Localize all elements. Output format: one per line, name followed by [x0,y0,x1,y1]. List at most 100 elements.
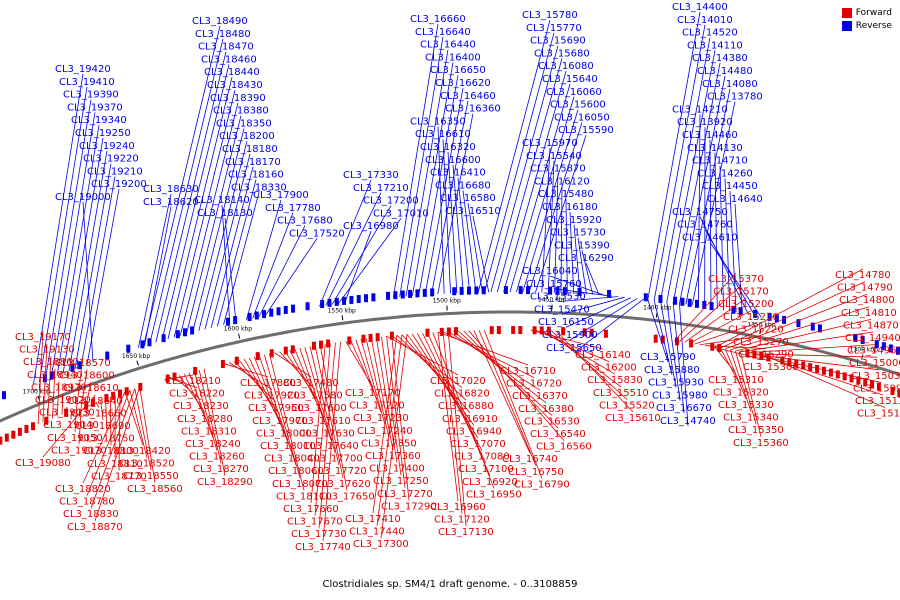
reverse-gene-glyph [342,296,347,305]
forward-leader-line [760,355,882,383]
forward-leader-line [78,407,82,445]
forward-gene-label: CL3_18550 [123,471,179,482]
forward-gene-glyph [689,339,694,348]
forward-gene-label: CL3_15350 [728,425,784,436]
reverse-gene-label: CL3_13780 [707,92,763,103]
reverse-gene-glyph [140,340,145,349]
forward-gene-label: CL3_17610 [295,416,351,427]
reverse-gene-label: CL3_17330 [343,170,399,181]
reverse-leader-line [149,38,224,345]
reverse-gene-glyph [262,310,267,319]
reverse-leader-line [442,139,451,294]
reverse-gene-glyph [503,286,508,295]
forward-leader-line [442,331,463,514]
reverse-leader-line [161,64,230,341]
forward-leader-line [381,336,402,476]
reverse-gene-glyph [481,286,486,295]
forward-gene-glyph [319,340,324,349]
reverse-gene-label: CL3_19390 [63,90,119,101]
forward-gene-label: CL3_17290 [381,501,437,512]
reverse-leader-line [585,263,600,296]
forward-leader-line [360,338,386,425]
forward-gene-label: CL3_18690 [75,421,131,432]
forward-gene-label: CL3_16540 [530,429,586,440]
kbp-label: 1300 kbp [850,347,878,354]
reverse-leader-line [509,83,571,293]
forward-gene-label: CL3_15000 [849,358,900,369]
reverse-gene-label: CL3_14640 [707,194,763,205]
forward-gene-label: CL3_18660 [71,408,127,419]
forward-gene-label: CL3_18810 [87,459,143,470]
forward-gene-glyph [539,326,544,335]
forward-gene-label: CL3_17480 [283,378,339,389]
legend-reverse-swatch [841,21,852,31]
reverse-gene-label: CL3_15690 [530,36,586,47]
reverse-gene-label: CL3_17210 [353,183,409,194]
reverse-gene-label: CL3_17680 [277,216,333,227]
reverse-leader-line [62,137,104,374]
reverse-gene-label: CL3_16040 [522,266,578,277]
reverse-gene-glyph [320,299,325,308]
forward-gene-label: CL3_18600 [59,371,115,382]
reverse-leader-line [155,51,227,343]
reverse-gene-label: CL3_15930 [648,378,704,389]
forward-gene-label: CL3_14780 [835,270,891,281]
forward-gene-label: CL3_18210 [165,376,221,387]
reverse-gene-label: CL3_15680 [534,48,590,59]
forward-gene-label: CL3_18260 [189,452,245,463]
reverse-gene-label: CL3_15730 [550,228,606,239]
forward-leader-line [100,400,104,421]
reverse-gene-label: CL3_19370 [67,102,123,113]
forward-leader-line [95,401,100,408]
reverse-leader-line [192,128,245,333]
kbp-tick [759,329,762,335]
reverse-leader-line [405,49,449,297]
forward-gene-label: CL3_18010 [260,441,316,452]
forward-gene-glyph [489,326,494,335]
forward-leader-line [42,405,87,458]
reverse-gene-label: CL3_16580 [440,193,496,204]
forward-gene-label: CL3_17700 [307,454,363,465]
reverse-gene-glyph [105,351,110,360]
reverse-leader-line [258,225,306,318]
reverse-leader-line [653,300,673,375]
reverse-leader-line [68,150,108,372]
reverse-gene-label: CL3_15770 [526,23,582,34]
reverse-gene-glyph [796,319,801,328]
reverse-leader-line [38,86,88,383]
reverse-gene-label: CL3_16650 [430,65,486,76]
forward-gene-label: CL3_19040 [43,420,99,431]
reverse-leader-line [338,218,402,304]
forward-gene-label: CL3_18040 [264,454,320,465]
reverse-gene-label: CL3_19410 [59,77,115,88]
forward-gene-label: CL3_15170 [713,287,769,298]
forward-leader-line [473,330,531,454]
forward-gene-label: CL3_17440 [349,527,405,538]
reverse-leader-line [565,199,568,294]
reverse-leader-line [699,216,750,315]
reverse-gene-label: CL3_16460 [440,91,496,102]
forward-leader-line [90,388,136,509]
reverse-gene-label: CL3_18470 [198,42,254,53]
reverse-gene-label: CL3_16980 [343,221,399,232]
legend-forward: Forward [841,8,892,18]
reverse-gene-label: CL3_18390 [210,93,266,104]
reverse-leader-line [560,186,563,294]
forward-gene-glyph [856,376,861,385]
reverse-leader-line [344,231,372,303]
forward-gene-glyph [31,422,36,431]
reverse-leader-line [691,101,736,306]
forward-gene-glyph [283,346,288,355]
reverse-leader-line [143,25,221,347]
forward-gene-glyph [532,326,537,335]
reverse-gene-glyph [291,304,296,313]
reverse-gene-glyph [680,297,685,306]
reverse-leader-line [528,122,583,293]
reverse-gene-label: CL3_18480 [195,29,251,40]
forward-gene-label: CL3_17720 [311,466,367,477]
forward-gene-glyph [808,363,813,372]
reverse-leader-line [709,139,712,309]
reverse-leader-line [647,299,669,363]
forward-gene-label: CL3_18520 [119,459,175,470]
forward-leader-line [689,310,752,344]
